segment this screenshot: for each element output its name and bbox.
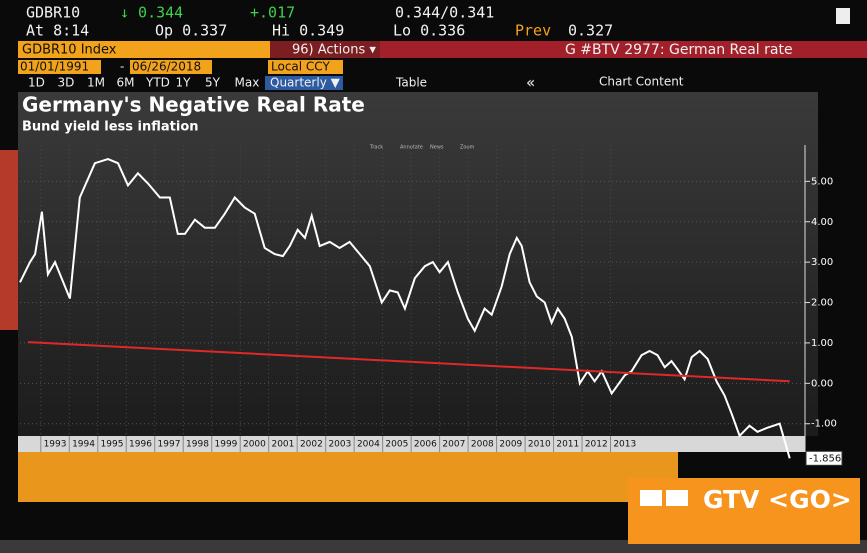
start-date-box[interactable] [18,60,101,74]
x-tick-label: 2001 [271,440,294,450]
end-date-box[interactable] [130,60,212,74]
chart-control: News [430,145,444,151]
range-button[interactable]: Max [235,76,260,90]
y-tick-label: 1.00 [811,338,833,349]
x-tick-label: 2007 [442,440,465,450]
x-tick-label: 1995 [101,440,124,450]
open: Op 0.337 [155,22,227,40]
start-date[interactable]: 01/01/1991 [20,60,89,74]
frequency[interactable]: Quarterly ▼ [270,76,341,90]
x-tick-label: 2008 [471,440,494,450]
prev-label: Prev [515,22,551,40]
x-tick-label: 1997 [158,440,181,450]
range-button[interactable]: 5Y [205,76,221,90]
gtv-label[interactable]: GTV <GO> [703,485,852,514]
range-buttons: 1D 3D 1M 6M YTD 1Y 5Y Max [28,76,259,90]
y-tick-label: 0.00 [811,378,833,389]
range-button[interactable]: YTD [145,76,170,90]
x-tick-label: 2000 [243,440,266,450]
range-button[interactable]: 3D [58,76,75,90]
low: Lo 0.336 [393,22,465,40]
last-value-label: -1.856 [809,453,841,464]
bid-ask: 0.344/0.341 [395,4,494,22]
chart-controls: Track Annotate News Zoom [369,145,475,151]
x-tick-label: 2013 [613,440,636,450]
chart-subtitle: Bund yield less inflation [22,120,199,135]
x-tick-label: 2002 [300,440,323,450]
chart-control: Annotate [400,145,423,151]
range-button[interactable]: 6M [117,76,135,90]
gtv-icon [640,490,662,506]
date-dash: - [120,60,124,74]
x-tick-label: 1994 [72,440,95,450]
y-tick-label: 3.00 [811,257,833,268]
last-value-box [805,450,843,466]
frequency-box[interactable] [265,76,343,90]
gtv-icon [666,490,688,506]
x-tick-label: 2010 [528,440,551,450]
table-button[interactable]: Table [395,76,427,90]
plot: -1.00 0.00 1.00 2.00 3.00 4.00 5.00 1993 1994 199… [18,145,843,466]
time: At 8:14 [26,22,89,40]
prev: 0.327 [568,22,613,40]
x-tick-label: 2003 [328,440,351,450]
function: G #BTV 2977: German Real rate [565,42,793,58]
chart-control: Zoom [460,145,475,151]
x-tick-label: 2004 [357,440,380,450]
export-icon[interactable] [836,8,850,24]
y-tick-label: 4.00 [811,217,833,228]
chart-title: Germany's Negative Real Rate [22,93,365,117]
y-tick-label: 2.00 [811,298,833,309]
range-button[interactable]: 1D [28,76,45,90]
security: GDBR10 Index [22,43,117,58]
chart-content-button[interactable]: Chart Content [599,75,684,89]
x-tick-label: 2005 [385,440,408,450]
range-button[interactable]: 1Y [176,76,192,90]
chart-control: Track [369,145,383,151]
security-bar [18,41,270,58]
y-tick-label: -1.00 [811,419,837,430]
ticker: GDBR10 [26,4,80,22]
gtv-box[interactable] [628,478,860,544]
x-tick-label: 1999 [215,440,238,450]
currency[interactable]: Local CCY [271,60,330,74]
high: Hi 0.349 [272,22,344,40]
last-price: ↓ 0.344 [120,4,183,22]
x-tick-label: 2006 [414,440,437,450]
x-tick-label: 2012 [585,440,608,450]
y-tick-label: 5.00 [811,176,833,187]
actions[interactable]: 96) Actions ▾ [292,43,376,58]
range-button[interactable]: 1M [87,76,105,90]
x-tick-label: 2009 [499,440,522,450]
x-tick-label: 2011 [556,440,579,450]
collapse-button[interactable]: « [526,74,535,92]
currency-box[interactable] [268,60,343,74]
x-tick-label: 1993 [44,440,67,450]
x-tick-label: 1996 [129,440,152,450]
end-date[interactable]: 06/26/2018 [132,60,201,74]
net-change: +.017 [250,4,295,22]
actions-bg[interactable] [270,41,380,58]
wall [0,150,20,330]
line-series [27,341,790,383]
line-series [19,158,791,459]
bezel [18,452,678,502]
function-bar [380,41,867,58]
x-tick-label: 1998 [186,440,209,450]
